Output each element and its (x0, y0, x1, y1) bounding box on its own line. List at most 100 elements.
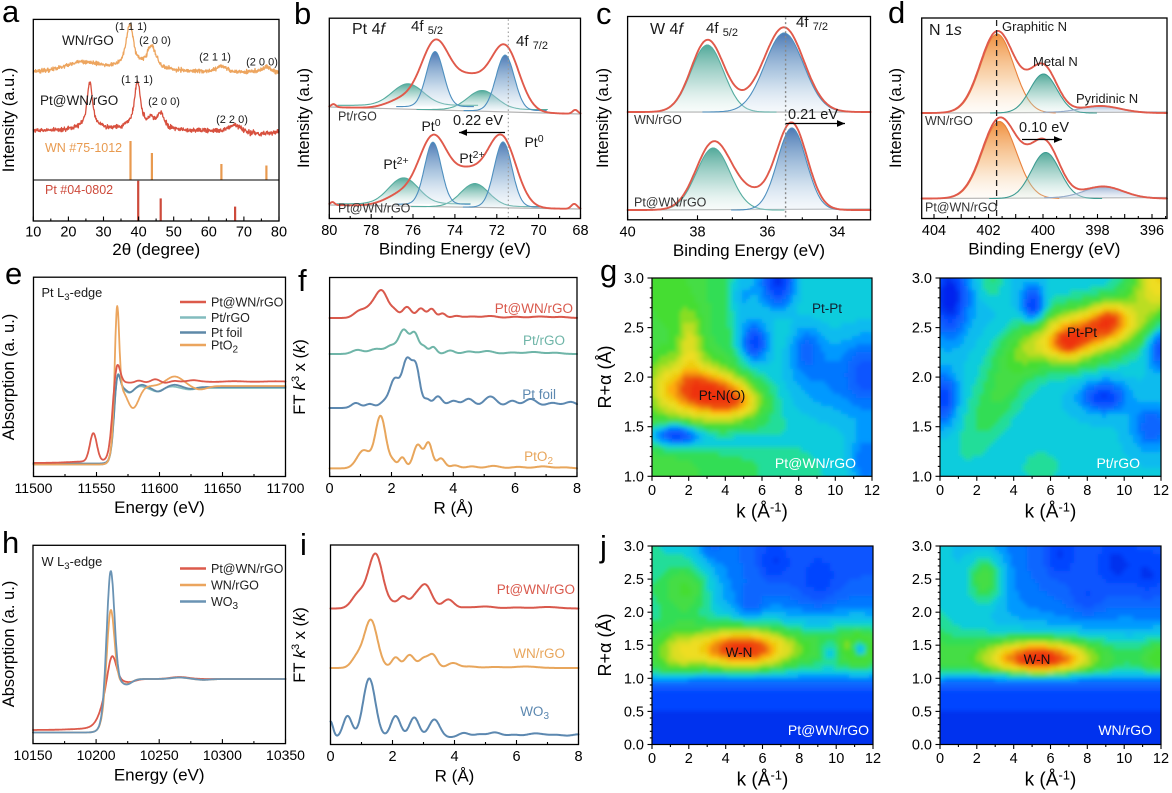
svg-text:Intensity (a.u): Intensity (a.u) (594, 68, 612, 168)
svg-text:WN/rGO: WN/rGO (513, 646, 565, 661)
svg-text:60: 60 (201, 225, 217, 241)
svg-text:Pt-Pt: Pt-Pt (1067, 325, 1097, 340)
svg-text:10150: 10150 (14, 747, 53, 763)
svg-text:Binding Energy (eV): Binding Energy (eV) (673, 241, 825, 260)
svg-text:1.0: 1.0 (912, 671, 932, 687)
svg-text:4: 4 (1010, 483, 1018, 499)
svg-text:Binding Energy (eV): Binding Energy (eV) (379, 240, 531, 259)
svg-text:11500: 11500 (15, 480, 53, 496)
svg-text:80: 80 (321, 223, 337, 239)
svg-text:4: 4 (722, 751, 730, 767)
svg-text:Pt foil: Pt foil (211, 326, 242, 340)
svg-text:2.0: 2.0 (912, 370, 932, 386)
svg-text:Pt foil: Pt foil (522, 387, 556, 402)
svg-text:Pyridinic N: Pyridinic N (1076, 91, 1138, 106)
svg-text:2: 2 (973, 483, 981, 499)
svg-text:8: 8 (795, 483, 803, 499)
svg-text:0: 0 (936, 483, 944, 499)
svg-text:Pt@WN/rGO: Pt@WN/rGO (211, 296, 284, 310)
svg-text:Pt@WN/rGO: Pt@WN/rGO (925, 201, 998, 215)
svg-text:PtO2: PtO2 (211, 339, 239, 356)
svg-text:10300: 10300 (203, 747, 242, 763)
svg-text:1.5: 1.5 (624, 420, 644, 436)
svg-text:400: 400 (1031, 223, 1055, 239)
svg-text:0: 0 (936, 751, 944, 767)
svg-text:2.0: 2.0 (624, 605, 644, 621)
svg-text:20: 20 (60, 225, 76, 241)
svg-text:FT k3 x (k): FT k3 x (k) (290, 339, 309, 415)
svg-text:PtO2: PtO2 (524, 449, 553, 467)
svg-text:(2 2 0): (2 2 0) (216, 114, 248, 126)
svg-text:3.0: 3.0 (624, 539, 644, 555)
svg-text:WN/rGO: WN/rGO (1098, 722, 1152, 738)
svg-text:1.0: 1.0 (624, 671, 644, 687)
svg-text:2.5: 2.5 (912, 572, 932, 588)
svg-text:2: 2 (387, 481, 395, 497)
svg-text:Metal N: Metal N (1033, 54, 1078, 69)
svg-text:30: 30 (95, 225, 111, 241)
svg-text:WN/rGO: WN/rGO (62, 33, 114, 48)
svg-text:2: 2 (973, 751, 981, 767)
svg-text:4: 4 (721, 483, 729, 499)
svg-text:6: 6 (758, 483, 766, 499)
svg-text:10: 10 (25, 225, 41, 241)
svg-text:Binding Energy (eV): Binding Energy (eV) (968, 240, 1120, 259)
svg-text:Intensity (a.u): Intensity (a.u) (887, 68, 905, 168)
svg-text:4f 7/2: 4f 7/2 (516, 33, 548, 52)
svg-text:404: 404 (922, 223, 946, 239)
svg-text:Pt@WN/rGO: Pt@WN/rGO (634, 196, 707, 210)
svg-text:Pt-Pt: Pt-Pt (812, 301, 842, 316)
svg-text:8: 8 (574, 749, 582, 765)
svg-text:2.5: 2.5 (624, 321, 644, 337)
svg-text:2θ (degree): 2θ (degree) (112, 240, 200, 259)
svg-text:WN/rGO: WN/rGO (925, 114, 973, 128)
svg-text:2.5: 2.5 (624, 572, 644, 588)
svg-text:0: 0 (648, 751, 656, 767)
svg-text:WO3: WO3 (211, 595, 239, 612)
svg-text:Absorption (a. u.): Absorption (a. u.) (0, 314, 18, 441)
svg-text:0.5: 0.5 (912, 704, 932, 720)
svg-text:Pt 4f: Pt 4f (352, 21, 386, 38)
svg-text:2: 2 (685, 751, 693, 767)
svg-text:3.0: 3.0 (912, 271, 932, 287)
svg-text:0: 0 (326, 749, 334, 765)
svg-text:72: 72 (489, 223, 505, 239)
svg-text:WO3: WO3 (520, 704, 549, 722)
svg-text:11600: 11600 (141, 480, 179, 496)
svg-text:396: 396 (1140, 223, 1164, 239)
svg-text:1.0: 1.0 (624, 469, 644, 485)
svg-text:2.0: 2.0 (624, 370, 644, 386)
svg-text:Energy (eV): Energy (eV) (114, 498, 205, 517)
svg-text:R (Å): R (Å) (433, 499, 473, 518)
svg-text:Pt #04-0802: Pt #04-0802 (45, 183, 113, 197)
svg-text:10: 10 (1116, 751, 1132, 767)
svg-text:Pt/rGO: Pt/rGO (1096, 455, 1140, 471)
svg-text:0.21 eV: 0.21 eV (788, 107, 838, 123)
svg-text:Pt2+: Pt2+ (459, 149, 484, 166)
svg-text:2: 2 (685, 483, 693, 499)
svg-text:68: 68 (572, 223, 588, 239)
svg-text:Pt0: Pt0 (524, 133, 543, 150)
svg-text:2.5: 2.5 (912, 321, 932, 337)
svg-text:W-N: W-N (1024, 652, 1051, 667)
svg-text:0.0: 0.0 (624, 738, 644, 754)
svg-text:398: 398 (1085, 223, 1109, 239)
svg-text:11550: 11550 (78, 480, 116, 496)
svg-text:k (Å-1): k (Å-1) (736, 499, 788, 522)
svg-text:40: 40 (620, 224, 636, 240)
svg-text:3.0: 3.0 (624, 271, 644, 287)
svg-text:70: 70 (531, 223, 547, 239)
svg-text:74: 74 (447, 223, 463, 239)
svg-text:(2 0 0): (2 0 0) (139, 35, 171, 47)
svg-text:(2 0 0): (2 0 0) (148, 96, 180, 108)
svg-text:1.5: 1.5 (912, 420, 932, 436)
svg-text:W 4f: W 4f (650, 21, 684, 38)
svg-text:Pt0: Pt0 (421, 117, 440, 134)
svg-text:76: 76 (405, 223, 421, 239)
svg-text:Pt@WN/rGO: Pt@WN/rGO (338, 202, 411, 216)
svg-text:Pt@WN/rGO: Pt@WN/rGO (495, 301, 573, 316)
svg-text:k (Å-1): k (Å-1) (737, 768, 789, 791)
svg-text:4f 5/2: 4f 5/2 (411, 18, 443, 37)
svg-text:6: 6 (511, 481, 519, 497)
svg-text:W L3-edge: W L3-edge (42, 554, 103, 572)
